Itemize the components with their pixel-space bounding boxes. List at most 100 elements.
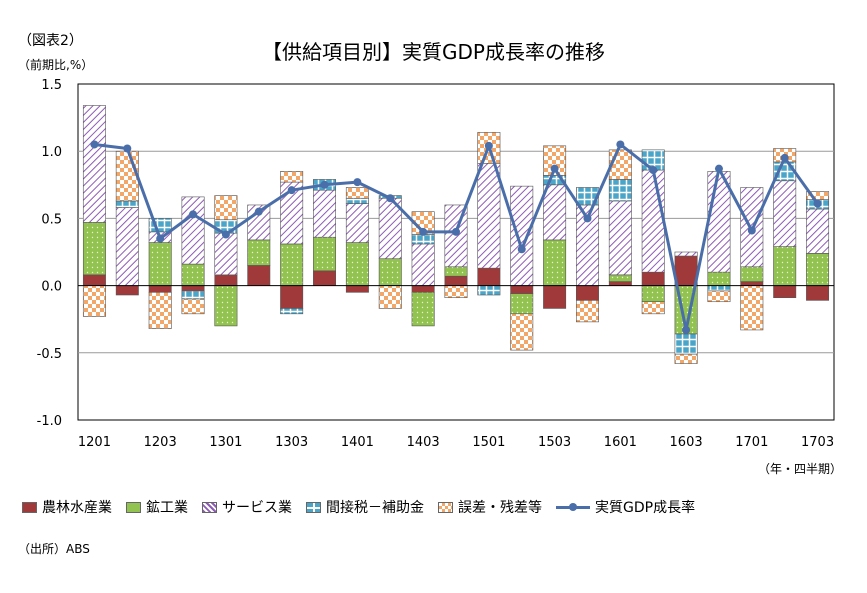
- bar-segment: [181, 196, 205, 265]
- y-axis-ticks: 1.5 1.0 0.5 0.0 -0.5 -1.0: [37, 78, 62, 429]
- y-axis-unit-label: （前期比,%）: [18, 58, 94, 72]
- bar-segment: [608, 281, 632, 286]
- bar-segment: [674, 255, 698, 286]
- bar-segment: [345, 197, 369, 204]
- chart-title: 【供給項目別】実質GDP成長率の推移: [262, 40, 605, 64]
- bar-segment: [411, 243, 435, 286]
- bar-segment: [641, 285, 665, 303]
- legend-item-services: サービス業: [202, 497, 292, 517]
- x-axis-unit-label: （年・四半期）: [758, 462, 843, 476]
- x-tick-label: 1201: [78, 435, 111, 450]
- legend-swatch-mining-industry: [126, 501, 141, 513]
- bar-segment: [477, 285, 501, 296]
- bar-segment: [444, 266, 468, 277]
- legend-item-agriculture: 農林水産業: [22, 497, 112, 517]
- bar-segment: [806, 191, 830, 200]
- bar-segment: [214, 274, 238, 286]
- bar-segment: [82, 274, 106, 286]
- bar-segment: [181, 263, 205, 286]
- gdp-line-point: [714, 164, 723, 173]
- bar-segment: [773, 246, 797, 286]
- x-tick-label: 1203: [144, 435, 177, 450]
- x-tick-label: 1603: [670, 435, 703, 450]
- gdp-line-point: [419, 227, 428, 236]
- gdp-line-point: [747, 226, 756, 235]
- x-tick-label: 1403: [407, 435, 440, 450]
- bar-segment: [740, 281, 764, 286]
- x-tick-label: 1601: [604, 435, 637, 450]
- bar-segment: [378, 258, 402, 286]
- bar-segment: [378, 285, 402, 309]
- legend-label-discrepancy: 誤差・残差等: [458, 500, 542, 516]
- bar-segment: [707, 271, 731, 286]
- bar-segment: [477, 267, 501, 286]
- bar-segment: [181, 285, 205, 292]
- gdp-line-point: [649, 166, 658, 175]
- legend: 農林水産業 鉱工業 サービス業 間接税－補助金 誤差・残差等 実質GDP成長率: [22, 497, 695, 517]
- bar-segment: [82, 222, 106, 276]
- gdp-line-point: [517, 245, 526, 254]
- y-tick-label: 0.0: [41, 280, 62, 295]
- gdp-line-point: [123, 144, 132, 153]
- legend-item-indirect-tax: 間接税－補助金: [306, 497, 424, 517]
- bar-segment: [148, 242, 172, 286]
- bar-segment: [510, 313, 534, 351]
- bar-segment: [280, 308, 304, 315]
- bar-segment: [82, 285, 106, 317]
- bar-segment: [608, 179, 632, 202]
- y-tick-label: 1.5: [41, 78, 62, 93]
- x-tick-label: 1501: [472, 435, 505, 450]
- bar-segment: [411, 285, 435, 293]
- bar-segment: [247, 265, 271, 286]
- gdp-growth-line: [90, 140, 822, 334]
- bar-segment: [543, 285, 567, 309]
- bar-segment: [444, 285, 468, 298]
- bar-segment: [806, 285, 830, 301]
- legend-swatch-agriculture: [22, 501, 37, 513]
- gdp-line-point: [550, 164, 559, 173]
- bar-segment: [641, 169, 665, 273]
- y-tick-label: 1.0: [41, 145, 62, 160]
- bar-segment: [214, 285, 238, 327]
- legend-label-agriculture: 農林水産業: [42, 500, 112, 516]
- bar-segment: [313, 236, 336, 272]
- gdp-line-point: [320, 180, 329, 189]
- bar-segment: [148, 285, 172, 293]
- bar-segment: [411, 234, 435, 245]
- legend-item-mining-industry: 鉱工業: [126, 497, 188, 517]
- bar-segment: [510, 293, 534, 315]
- legend-label-mining-industry: 鉱工業: [146, 500, 188, 516]
- figure-label: （図表2）: [18, 33, 83, 49]
- bar-segment: [674, 251, 698, 257]
- legend-swatch-discrepancy: [438, 501, 453, 513]
- x-tick-label: 1301: [209, 435, 242, 450]
- gdp-line-point: [682, 325, 691, 334]
- bar-segment: [313, 189, 336, 238]
- bar-segment: [345, 242, 369, 286]
- bar-segment: [707, 290, 731, 303]
- bar-segment: [247, 239, 271, 266]
- bar-segment: [543, 239, 567, 286]
- y-tick-label: 0.5: [41, 212, 62, 227]
- bar-segment: [181, 298, 205, 315]
- gdp-line-point: [353, 178, 362, 187]
- bar-segment: [740, 285, 764, 331]
- bar-segment: [115, 285, 139, 296]
- bar-segment: [773, 180, 797, 247]
- legend-item-real-gdp: 実質GDP成長率: [556, 497, 695, 517]
- bar-segment: [641, 271, 665, 286]
- bar-segment: [674, 333, 698, 355]
- x-tick-label: 1503: [538, 435, 571, 450]
- gdp-line-point: [780, 153, 789, 162]
- bar-segment: [608, 274, 632, 282]
- gdp-line-point: [386, 194, 395, 203]
- gdp-line-point: [189, 210, 198, 219]
- bar-segment: [806, 253, 830, 286]
- legend-line-real-gdp: [556, 501, 590, 513]
- gdp-line-point: [156, 234, 165, 243]
- x-tick-label: 1401: [341, 435, 374, 450]
- legend-item-discrepancy: 誤差・残差等: [438, 497, 542, 517]
- source-note: （出所）ABS: [18, 542, 90, 556]
- bar-segment: [641, 301, 665, 315]
- bar-segment: [345, 187, 369, 199]
